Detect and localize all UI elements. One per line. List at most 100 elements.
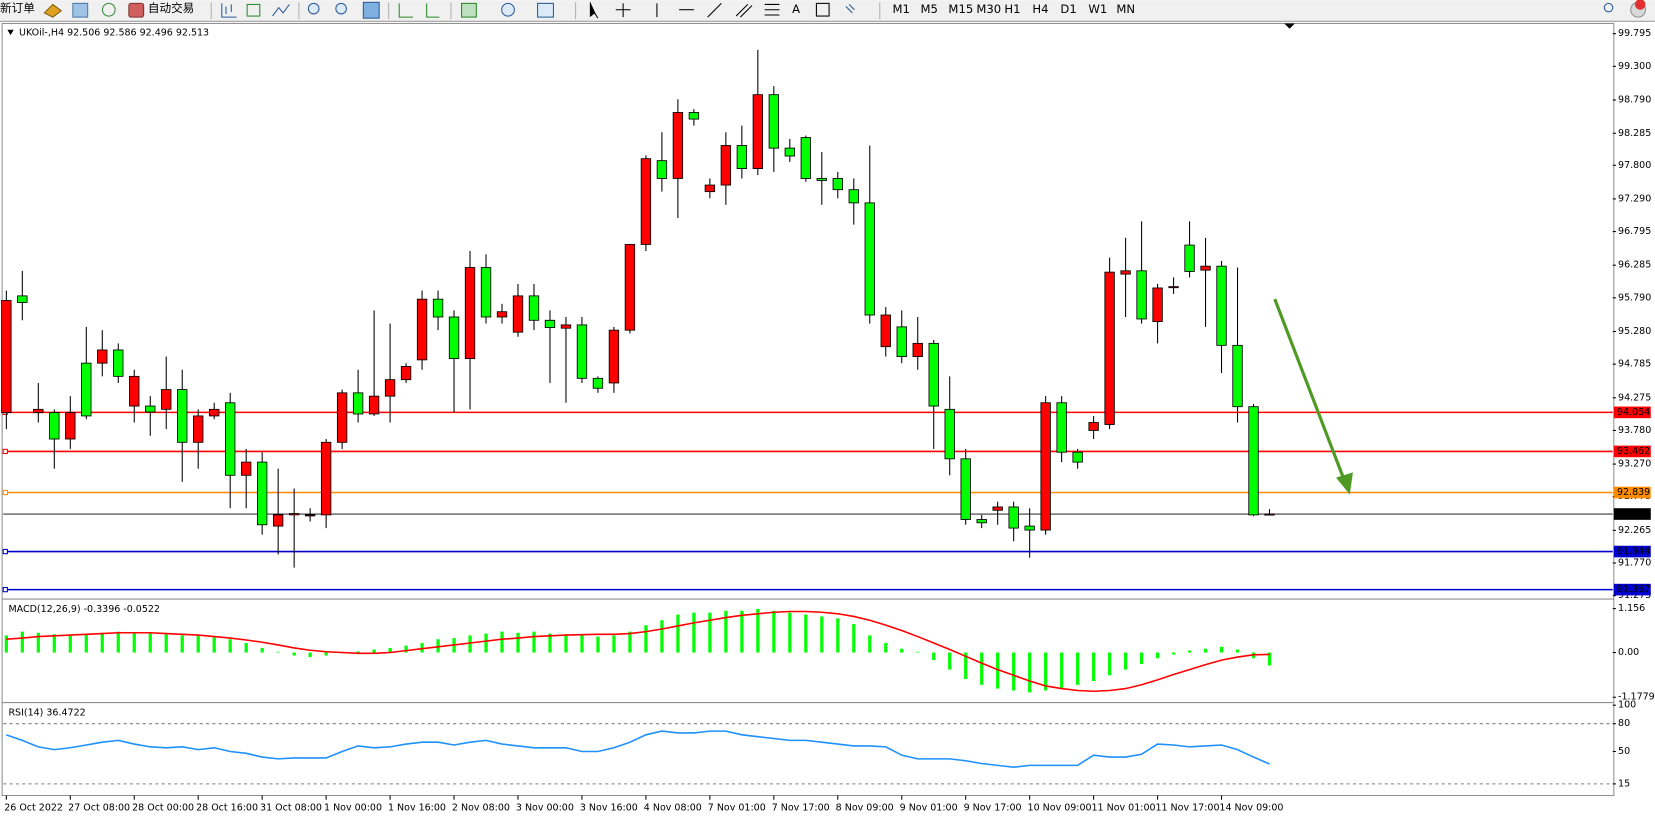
search-icon[interactable] (1603, 2, 1614, 13)
trendline-tool[interactable] (707, 3, 722, 18)
icon[interactable] (246, 3, 261, 17)
y-tick-label: 1.156 (1618, 603, 1645, 614)
macd-bar (308, 652, 312, 658)
icon[interactable] (221, 3, 237, 18)
macd-bar (1108, 652, 1112, 676)
timeframe-button[interactable]: D1 (1060, 2, 1076, 16)
icon[interactable] (426, 3, 440, 18)
candle-body (193, 415, 204, 443)
candle-body (1184, 244, 1195, 272)
y-tick-label: -1.1779 (1618, 692, 1655, 703)
candle-body (528, 295, 540, 321)
candle-body (608, 329, 620, 384)
crosshair-tool[interactable] (615, 3, 631, 18)
macd-bar (292, 652, 296, 656)
macd-bar (820, 616, 824, 653)
candle-body (800, 137, 811, 179)
label-tool[interactable] (815, 2, 830, 17)
timeframe-button[interactable]: M15 (948, 2, 973, 16)
candle-body (1088, 422, 1099, 431)
x-tick-label: 7 Nov 01:00 (708, 803, 766, 814)
icon[interactable] (362, 1, 380, 19)
icon[interactable] (272, 4, 290, 17)
macd-bar (180, 635, 184, 653)
macd-bar (724, 610, 728, 653)
macd-bar (660, 620, 664, 653)
candle-body (400, 366, 412, 381)
zoom-out[interactable] (335, 2, 347, 15)
y-tick-label: 100 (1618, 700, 1636, 711)
candle-body (560, 324, 572, 329)
icon[interactable] (537, 2, 554, 18)
candle-body (432, 298, 444, 318)
macd-bar (100, 632, 104, 653)
timeframe-button[interactable]: H1 (1004, 2, 1020, 16)
timeframe-button[interactable]: H4 (1032, 2, 1048, 16)
new-order-button[interactable]: 新订单 (0, 1, 35, 15)
macd-bar (932, 652, 936, 661)
icon[interactable] (101, 2, 116, 17)
y-tick-label: 95.280 (1618, 326, 1651, 337)
arrows-tool[interactable] (845, 4, 855, 14)
x-tick-label: 31 Oct 08:00 (260, 803, 322, 814)
auto-trading-button[interactable]: 自动交易 (148, 1, 194, 15)
annotation-arrowhead (1336, 472, 1353, 495)
level-label-box (1613, 486, 1651, 499)
macd-bar (772, 610, 776, 653)
candle-body (944, 408, 955, 460)
fibo-tool[interactable] (764, 3, 780, 16)
icon[interactable] (461, 2, 477, 18)
candle-body (512, 295, 524, 333)
candle-body (65, 412, 76, 440)
candle-body (33, 408, 44, 414)
candle-body (768, 94, 780, 149)
level-label: 93.462 (1617, 446, 1650, 457)
timeframe-button[interactable]: W1 (1088, 2, 1107, 16)
level-label: 92.839 (1617, 487, 1650, 498)
annotation-arrow (1273, 298, 1346, 482)
symbol-marker (7, 29, 14, 36)
macd-bar (980, 652, 984, 685)
x-tick-label: 11 Nov 17:00 (1155, 803, 1219, 814)
candle-body (1216, 265, 1227, 346)
icon[interactable] (398, 3, 413, 18)
notification-badge[interactable] (1634, 0, 1646, 10)
candle-body (480, 267, 492, 318)
level-label-box (1613, 445, 1651, 458)
timeframe-button[interactable]: M30 (976, 2, 1001, 16)
macd-bar (836, 618, 840, 653)
candle-body (1232, 344, 1243, 408)
candle-body (416, 298, 428, 361)
macd-bar (420, 643, 424, 653)
icon[interactable] (72, 2, 89, 18)
macd-bar (1124, 652, 1128, 670)
x-tick-label: 1 Nov 16:00 (388, 803, 446, 814)
candle-body (896, 326, 907, 357)
timeframe-button[interactable]: M1 (892, 2, 909, 16)
icon[interactable] (501, 2, 515, 17)
macd-bar (708, 612, 712, 653)
text-tool[interactable]: A (792, 2, 800, 16)
macd-bar (116, 631, 120, 653)
macd-bar (132, 632, 136, 653)
icon[interactable] (43, 3, 63, 18)
timeframe-button[interactable]: M5 (920, 2, 937, 16)
y-tick-label: 93.780 (1618, 425, 1651, 436)
cursor-tool[interactable] (589, 2, 599, 19)
level-handle (2, 448, 8, 455)
macd-bar (276, 651, 280, 653)
candle-body (1104, 271, 1115, 425)
auto-trading-icon[interactable] (128, 2, 145, 18)
macd-bar (580, 635, 584, 653)
candle-body (113, 349, 124, 377)
channel-tool[interactable] (735, 4, 753, 18)
macd-bar (164, 634, 168, 653)
macd-bar (692, 612, 696, 653)
macd-bar (1203, 648, 1208, 653)
macd-bar (884, 643, 888, 653)
zoom-in[interactable] (307, 2, 320, 15)
candle-body (704, 184, 716, 193)
timeframe-button[interactable]: MN (1116, 2, 1135, 16)
